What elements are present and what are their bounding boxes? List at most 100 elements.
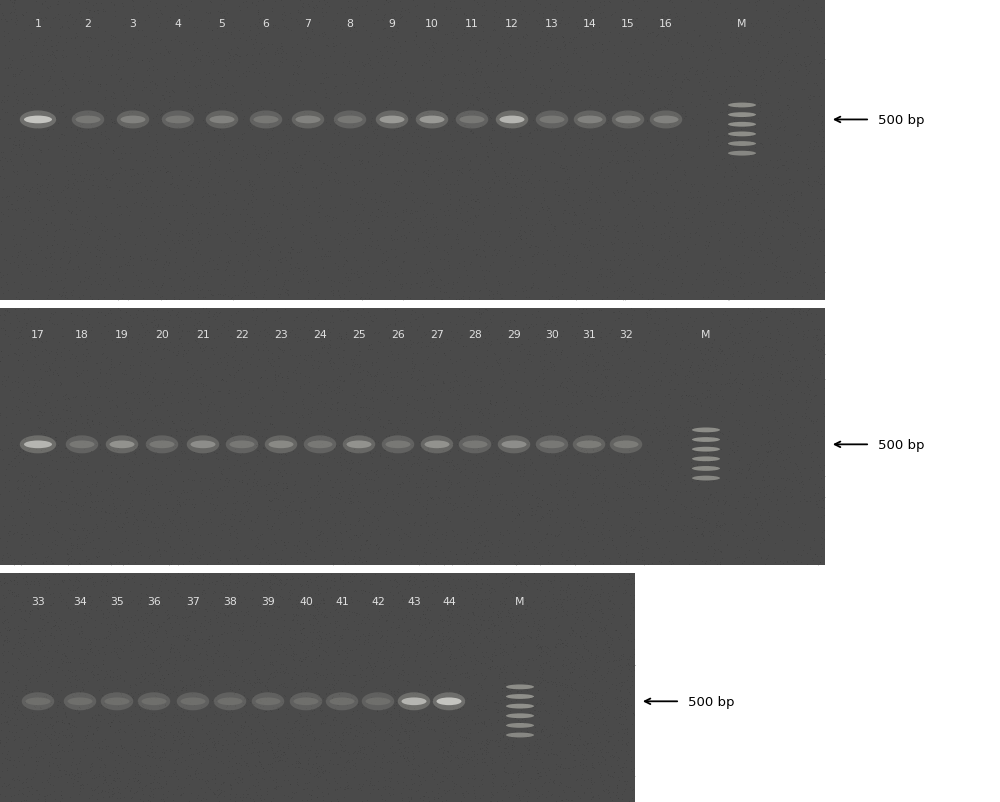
Point bbox=[31, 422, 47, 435]
Point bbox=[424, 693, 440, 706]
Point bbox=[689, 546, 705, 559]
Point bbox=[294, 579, 310, 592]
Point bbox=[346, 443, 362, 456]
Point bbox=[126, 626, 142, 639]
Point bbox=[389, 176, 405, 188]
Point bbox=[89, 357, 105, 370]
Point bbox=[60, 412, 76, 425]
Point bbox=[313, 658, 329, 670]
Point bbox=[136, 192, 152, 205]
Point bbox=[494, 293, 510, 306]
Point bbox=[579, 241, 595, 254]
Point bbox=[186, 699, 202, 711]
Point bbox=[318, 773, 334, 786]
Point bbox=[776, 124, 792, 137]
Point bbox=[417, 407, 433, 419]
Point bbox=[533, 695, 549, 708]
Point bbox=[703, 221, 719, 233]
Point bbox=[623, 521, 639, 534]
Point bbox=[643, 71, 659, 83]
Point bbox=[440, 745, 456, 758]
Point bbox=[453, 419, 469, 431]
Point bbox=[337, 447, 353, 460]
Point bbox=[567, 546, 583, 559]
Point bbox=[575, 738, 591, 751]
Point bbox=[60, 716, 76, 729]
Point bbox=[299, 269, 315, 282]
Point bbox=[421, 281, 437, 294]
Point bbox=[179, 632, 195, 645]
Point bbox=[431, 414, 447, 427]
Point bbox=[610, 158, 626, 171]
Point bbox=[536, 83, 552, 95]
Point bbox=[109, 642, 125, 655]
Point bbox=[21, 532, 37, 545]
Point bbox=[741, 171, 757, 184]
Point bbox=[765, 371, 781, 384]
Point bbox=[547, 188, 563, 201]
Point bbox=[168, 426, 184, 439]
Point bbox=[722, 397, 738, 410]
Point bbox=[662, 168, 678, 181]
Point bbox=[814, 526, 830, 539]
Point bbox=[77, 337, 93, 350]
Point bbox=[382, 13, 398, 26]
Point bbox=[333, 330, 349, 343]
Point bbox=[419, 508, 435, 521]
Point bbox=[173, 0, 189, 11]
Point bbox=[138, 779, 154, 792]
Point bbox=[233, 284, 249, 297]
Point bbox=[155, 792, 171, 802]
Point bbox=[724, 164, 740, 177]
Point bbox=[340, 311, 356, 324]
Point bbox=[26, 131, 42, 144]
Point bbox=[295, 399, 311, 411]
Point bbox=[403, 460, 419, 473]
Point bbox=[489, 728, 505, 741]
Point bbox=[424, 693, 440, 706]
Point bbox=[80, 107, 96, 119]
Point bbox=[294, 422, 310, 435]
Point bbox=[613, 764, 629, 777]
Point bbox=[188, 584, 204, 597]
Point bbox=[337, 496, 353, 508]
Point bbox=[359, 48, 375, 61]
Point bbox=[348, 26, 364, 38]
Point bbox=[53, 653, 69, 666]
Point bbox=[319, 535, 335, 548]
Point bbox=[139, 407, 155, 420]
Point bbox=[782, 238, 798, 251]
Point bbox=[215, 650, 231, 662]
Point bbox=[659, 22, 675, 34]
Point bbox=[622, 780, 638, 793]
Point bbox=[423, 75, 439, 87]
Point bbox=[731, 467, 747, 480]
Point bbox=[445, 277, 461, 290]
Point bbox=[438, 2, 454, 14]
Point bbox=[326, 128, 342, 140]
Point bbox=[714, 368, 730, 381]
Point bbox=[803, 447, 819, 460]
Point bbox=[319, 160, 335, 172]
Point bbox=[5, 512, 21, 525]
Point bbox=[370, 782, 386, 795]
Point bbox=[242, 483, 258, 496]
Point bbox=[369, 704, 385, 717]
Point bbox=[641, 482, 657, 495]
Point bbox=[239, 48, 255, 61]
Point bbox=[83, 133, 99, 146]
Point bbox=[106, 449, 122, 462]
Point bbox=[179, 704, 195, 717]
Point bbox=[97, 59, 113, 72]
Point bbox=[179, 373, 195, 386]
Point bbox=[643, 188, 659, 200]
Point bbox=[538, 457, 554, 470]
Point bbox=[52, 379, 68, 392]
Point bbox=[161, 124, 177, 136]
Point bbox=[145, 334, 161, 346]
Point bbox=[516, 343, 532, 356]
Point bbox=[470, 65, 486, 78]
Point bbox=[280, 337, 296, 350]
Point bbox=[346, 268, 362, 281]
Point bbox=[811, 58, 827, 71]
